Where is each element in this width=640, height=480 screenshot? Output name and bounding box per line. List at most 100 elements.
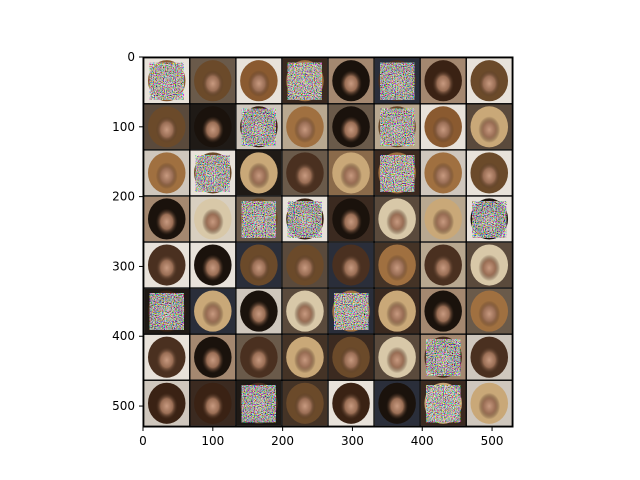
image-tile — [420, 288, 466, 334]
y-axis: 0 100 200 300 400 500 — [112, 50, 143, 413]
image-tile — [420, 104, 466, 150]
y-tick-label: 0 — [127, 50, 135, 64]
image-tile — [190, 242, 236, 288]
image-tile — [282, 334, 328, 380]
image-tile — [328, 334, 374, 380]
tile-face — [431, 206, 456, 236]
image-tile — [282, 104, 328, 150]
tile-noise — [380, 62, 415, 100]
tile-face — [338, 206, 364, 236]
tile-face — [292, 114, 318, 144]
image-tile — [144, 334, 190, 380]
tile-separator-horizontal — [143, 379, 513, 381]
tile-face — [154, 206, 179, 236]
tile-face — [385, 206, 410, 236]
image-tile — [466, 196, 512, 242]
image-tile — [466, 150, 512, 196]
tile-face — [292, 252, 318, 283]
x-tick-label: 300 — [341, 434, 364, 448]
y-tick-label: 200 — [112, 190, 135, 204]
image-tile — [190, 288, 236, 334]
tile-face — [338, 160, 364, 190]
tile-face — [338, 252, 364, 283]
image-tile — [374, 242, 420, 288]
tile-face — [200, 298, 225, 329]
y-tick-label: 100 — [112, 120, 135, 134]
image-tile — [328, 242, 374, 288]
tile-face — [246, 160, 271, 190]
tile-noise — [241, 385, 276, 423]
image-tile — [236, 288, 282, 334]
tile-face — [200, 252, 225, 283]
tile-separator-vertical — [419, 57, 421, 427]
tile-face — [477, 114, 502, 144]
image-tile — [420, 242, 466, 288]
tile-face — [431, 114, 456, 144]
tile-face — [200, 390, 225, 421]
tile-separator-horizontal — [143, 425, 513, 428]
image-tile — [466, 380, 512, 426]
image-tile — [190, 334, 236, 380]
plot-frame — [142, 56, 514, 428]
image-tile — [144, 242, 190, 288]
tile-face — [200, 206, 225, 236]
tile-noise — [426, 385, 461, 423]
tile-noise — [380, 108, 415, 146]
tile-face — [477, 160, 502, 190]
tile-face — [338, 390, 364, 421]
x-tick-label: 200 — [271, 434, 294, 448]
tile-face — [477, 298, 502, 329]
tile-face — [292, 344, 318, 375]
image-tile — [282, 196, 328, 242]
y-tick-label: 500 — [112, 399, 135, 413]
tile-noise — [241, 201, 276, 238]
image-tile — [374, 150, 420, 196]
tile-noise — [472, 201, 507, 238]
image-tile — [190, 380, 236, 426]
image-tile — [374, 58, 420, 104]
tile-face — [246, 298, 271, 329]
tile-noise — [380, 155, 415, 192]
image-tile — [236, 196, 282, 242]
image-tile — [236, 380, 282, 426]
image-tile — [190, 58, 236, 104]
image-tile — [282, 58, 328, 104]
tile-face — [292, 160, 318, 190]
image-tile — [420, 58, 466, 104]
tile-face — [246, 344, 271, 375]
image-tile — [236, 150, 282, 196]
tile-face — [154, 390, 179, 421]
tile-face — [431, 160, 456, 190]
tile-face — [292, 390, 318, 421]
tile-face — [338, 114, 364, 144]
image-tile — [144, 380, 190, 426]
image-tile — [374, 334, 420, 380]
x-tick-label: 0 — [139, 434, 147, 448]
tile-noise — [426, 339, 461, 376]
tile-face — [246, 68, 271, 98]
image-tile — [190, 150, 236, 196]
image-tile — [144, 104, 190, 150]
image-tile — [328, 196, 374, 242]
image-tile — [374, 104, 420, 150]
x-tick-label: 400 — [411, 434, 434, 448]
tile-face — [385, 390, 410, 421]
tile-face — [431, 68, 456, 98]
tile-face — [477, 68, 502, 98]
tile-face — [200, 68, 225, 98]
x-axis: 0 100 200 300 400 500 — [139, 427, 504, 448]
image-tile — [282, 150, 328, 196]
tile-separator-horizontal — [143, 287, 513, 289]
image-tile — [466, 288, 512, 334]
image-tile — [282, 288, 328, 334]
image-tile — [466, 58, 512, 104]
image-tile — [328, 58, 374, 104]
tile-separator-vertical — [511, 57, 514, 427]
image-tile — [374, 380, 420, 426]
tile-face — [477, 252, 502, 283]
image-tile — [282, 242, 328, 288]
y-tick-label: 400 — [112, 329, 135, 343]
x-tick-label: 100 — [201, 434, 224, 448]
image-tile — [374, 288, 420, 334]
